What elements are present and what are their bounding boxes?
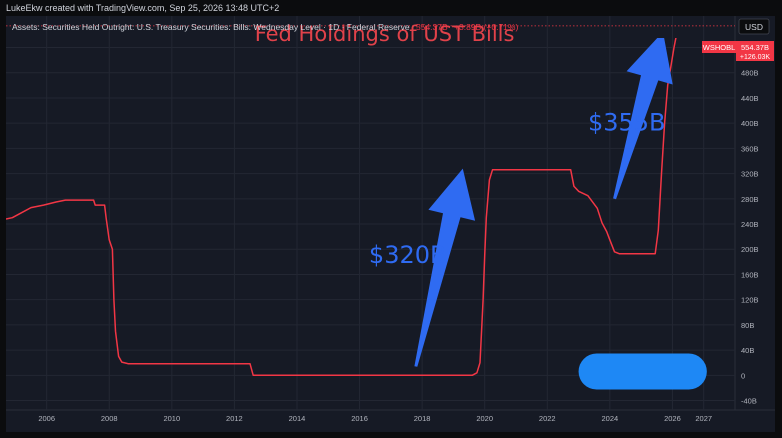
y-tick-label: 360B [741, 144, 759, 153]
x-tick-label: 2008 [101, 414, 118, 423]
x-tick-label: 2026 [664, 414, 681, 423]
x-tick-label: 2022 [539, 414, 556, 423]
label-320b: $320B [369, 241, 447, 269]
currency-label: USD [745, 22, 763, 32]
y-tick-label: 40B [741, 346, 754, 355]
y-tick-label: 440B [741, 94, 759, 103]
y-tick-label: 80B [741, 321, 754, 330]
chart-credit: LukeEkw created with TradingView.com, Se… [6, 3, 280, 13]
x-tick-label: 2027 [695, 414, 712, 423]
legend-line: Assets: Securities Held Outright: U.S. T… [12, 22, 518, 32]
y-tick-label: 160B [741, 270, 759, 279]
y-tick-label: 320B [741, 170, 759, 179]
y-tick-label: -40B [741, 397, 757, 406]
annotation-arrow [613, 38, 673, 200]
annotation-arrow [414, 168, 476, 367]
x-tick-label: 2018 [414, 414, 431, 423]
plot-area[interactable] [6, 16, 735, 410]
price-axis[interactable] [735, 16, 775, 410]
y-tick-label: 120B [741, 296, 759, 305]
price-tag-value: 554.37B [741, 43, 769, 52]
y-tick-label: 200B [741, 245, 759, 254]
price-tag-change: +126.03K [740, 54, 770, 61]
y-tick-label: 0 [741, 371, 745, 380]
currency-box[interactable] [738, 18, 770, 35]
chart-title-annotation: Fed Holdings of UST Bills [255, 22, 515, 46]
legend-change: +3.89B (+0.71%) [454, 22, 518, 32]
time-axis[interactable] [6, 410, 775, 432]
y-tick-label: 240B [741, 220, 759, 229]
label-355b: $355B [588, 109, 666, 137]
price-tag-value-box [736, 41, 774, 61]
x-tick-label: 2016 [351, 414, 368, 423]
y-tick-label: 400B [741, 119, 759, 128]
annotation-arrows [414, 38, 673, 367]
x-tick-label: 2010 [163, 414, 180, 423]
x-tick-label: 2006 [38, 414, 55, 423]
price-tag-symbol: WSHOBL [703, 43, 736, 52]
price-tag: WSHOBL 554.37B +126.03K [702, 41, 774, 61]
x-tick-label: 2012 [226, 414, 243, 423]
y-tick-label: 280B [741, 195, 759, 204]
price-tag-symbol-box [702, 41, 736, 53]
x-axis-ticks: 2006 2008 2010 2012 2014 2016 2018 2020 2022 2024… [38, 414, 712, 423]
highlight-pill [578, 353, 707, 390]
x-tick-label: 2024 [602, 414, 619, 423]
legend-value: 554.37B [416, 22, 448, 32]
legend-text: Assets: Securities Held Outright: U.S. T… [12, 22, 410, 32]
x-tick-label: 2014 [289, 414, 306, 423]
grid-lines [6, 16, 735, 410]
x-tick-label: 2020 [476, 414, 493, 423]
y-tick-label: 480B [741, 69, 759, 78]
series-line-wshobl [6, 38, 677, 377]
